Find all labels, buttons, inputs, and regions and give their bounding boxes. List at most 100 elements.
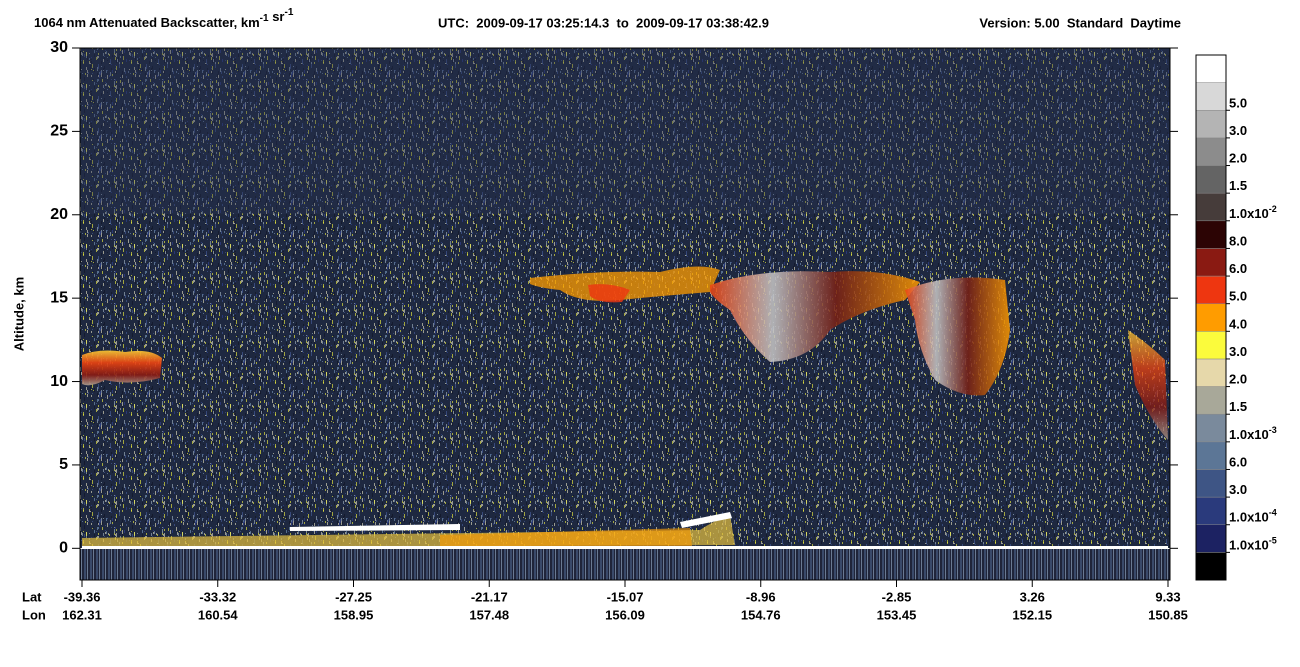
cloud-feature	[710, 271, 920, 362]
colorbar-label-text: 8.0	[1229, 234, 1247, 249]
surface-line	[82, 546, 1168, 549]
colorbar-swatch	[1195, 54, 1227, 83]
y-tick-label: 0	[59, 540, 68, 557]
cloud-feature	[1128, 330, 1168, 440]
colorbar-frame	[1195, 54, 1227, 581]
colorbar-swatch	[1195, 552, 1227, 581]
colorbar-label: 4.0	[1229, 317, 1247, 332]
lat-tick-label: -21.17	[471, 589, 508, 604]
colorbar-label: 6.0	[1229, 261, 1247, 276]
lat-label: Lat	[22, 589, 42, 604]
surface-cloud	[680, 512, 732, 528]
colorbar-label-exponent: -3	[1269, 425, 1277, 435]
colorbar-label: 2.0	[1229, 151, 1247, 166]
colorbar-label-text: 2.0	[1229, 151, 1247, 166]
colorbar-label-text: 3.0	[1229, 483, 1247, 498]
cloud-feature	[530, 266, 720, 301]
y-tick-label: 30	[50, 39, 68, 56]
colorbar-label-text: 1.5	[1229, 179, 1247, 194]
y-tick-label: 5	[59, 456, 68, 473]
colorbar-label: 5.0	[1229, 289, 1247, 304]
lon-label: Lon	[22, 607, 46, 622]
colorbar-label-text: 1.0x10	[1229, 427, 1269, 442]
plot-image	[80, 48, 1170, 580]
cloud-feature	[588, 284, 630, 303]
lat-tick-label: -33.32	[199, 589, 236, 604]
lon-tick-label: 158.95	[334, 607, 374, 622]
lon-tick-label: 156.09	[605, 607, 645, 622]
title-text: 1064 nm Attenuated Backscatter, km	[34, 15, 260, 30]
colorbar-swatch	[1195, 469, 1227, 498]
lat-tick-label: -15.07	[607, 589, 644, 604]
colorbar-label-text: 1.0x10	[1229, 538, 1269, 553]
colorbar-label: 1.5	[1229, 400, 1247, 415]
version: Version: 5.00 Standard Daytime	[979, 15, 1181, 30]
colorbar-swatch	[1195, 192, 1227, 222]
lon-tick-label: 152.15	[1012, 607, 1052, 622]
colorbar-label-exponent: -5	[1269, 536, 1277, 546]
lat-tick-label: -2.85	[882, 589, 912, 604]
lat-tick-label: 3.26	[1020, 589, 1045, 604]
y-tick-label: 10	[50, 373, 68, 390]
surface-aerosol	[440, 528, 692, 548]
colorbar-label: 1.0x10-5	[1229, 536, 1277, 553]
colorbar-swatch	[1195, 82, 1227, 111]
lon-tick-label: 160.54	[198, 607, 239, 622]
lat-tick-label: -39.36	[64, 589, 101, 604]
colorbar-swatch	[1195, 275, 1227, 304]
utc-range: UTC: 2009-09-17 03:25:14.3 to 2009-09-17…	[438, 15, 769, 30]
colorbar-label-text: 1.0x10	[1229, 510, 1269, 525]
colorbar-label-exponent: -2	[1269, 204, 1277, 214]
below-ground	[80, 549, 1170, 580]
y-tick-label: 25	[50, 123, 68, 140]
lon-tick-label: 154.76	[741, 607, 781, 622]
colorbar-swatch	[1195, 358, 1227, 387]
colorbar-label-text: 3.0	[1229, 123, 1247, 138]
colorbar-label-text: 3.0	[1229, 344, 1247, 359]
colorbar-label-text: 4.0	[1229, 317, 1247, 332]
colorbar-label-text: 5.0	[1229, 96, 1247, 111]
title-superscript: -1	[284, 7, 293, 18]
colorbar-label-exponent: -4	[1269, 508, 1277, 518]
title-text: sr	[269, 9, 285, 24]
colorbar-label: 1.5	[1229, 179, 1247, 194]
colorbar-swatch	[1195, 413, 1227, 443]
colorbar-label: 2.0	[1229, 372, 1247, 387]
colorbar-swatch	[1195, 248, 1227, 277]
colorbar-swatch	[1195, 331, 1227, 360]
colorbar-swatch	[1195, 524, 1227, 553]
lon-tick-label: 153.45	[877, 607, 917, 622]
colorbar-label-text: 1.5	[1229, 400, 1247, 415]
lat-tick-label: -8.96	[746, 589, 776, 604]
chart-title: 1064 nm Attenuated Backscatter, km-1 sr-…	[34, 7, 294, 31]
colorbar-swatch	[1195, 220, 1227, 249]
lon-tick-label: 150.85	[1148, 607, 1188, 622]
lon-tick-label: 162.31	[62, 607, 102, 622]
colorbar-swatch	[1195, 496, 1227, 525]
colorbar-label: 3.0	[1229, 344, 1247, 359]
colorbar-swatch	[1195, 386, 1227, 415]
colorbar-label-text: 6.0	[1229, 261, 1247, 276]
colorbar-swatch	[1195, 137, 1227, 166]
colorbar-label-text: 1.0x10	[1229, 206, 1269, 221]
cloud-feature	[905, 277, 1010, 396]
colorbar-label: 1.0x10-2	[1229, 204, 1277, 221]
colorbar-label: 3.0	[1229, 123, 1247, 138]
colorbar-label: 1.0x10-4	[1229, 508, 1277, 525]
colorbar-label: 5.0	[1229, 96, 1247, 111]
lat-tick-label: 9.33	[1155, 589, 1180, 604]
y-tick-label: 20	[50, 206, 68, 223]
lat-tick-label: -27.25	[335, 589, 372, 604]
colorbar-label-text: 2.0	[1229, 372, 1247, 387]
colorbar-label-text: 5.0	[1229, 289, 1247, 304]
colorbar-swatch	[1195, 165, 1227, 194]
colorbar-swatch	[1195, 441, 1227, 470]
colorbar-label: 8.0	[1229, 234, 1247, 249]
y-tick-label: 15	[50, 289, 68, 306]
colorbar-swatch	[1195, 303, 1227, 332]
colorbar-swatch	[1195, 110, 1227, 139]
upper-region	[80, 48, 1170, 214]
surface-cloud	[290, 524, 460, 531]
lon-tick-label: 157.48	[469, 607, 509, 622]
